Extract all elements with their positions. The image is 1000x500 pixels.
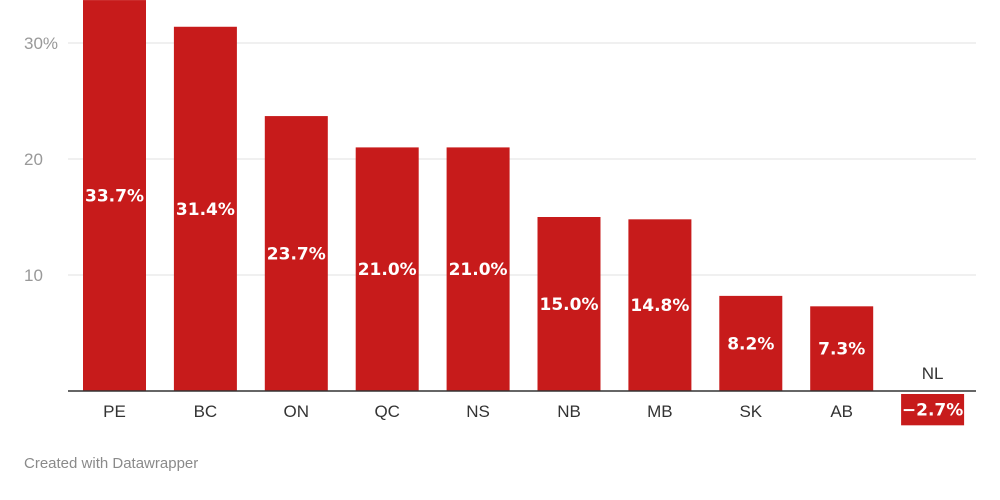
category-label-nl: NL [922, 364, 944, 383]
data-label-bc: 31.4% [176, 200, 235, 220]
category-labels: PE BC ON QC NS NB MB SK AB NL [103, 364, 943, 421]
data-labels: 33.7% 31.4% 23.7% 21.0% 21.0% 15.0% 14.8% 8.2% 7… [85, 187, 963, 421]
bar-pe [83, 0, 146, 392]
bar-nl [901, 394, 965, 426]
bar-qc [355, 147, 419, 391]
category-label-ab: AB [830, 402, 853, 421]
category-label-on: ON [284, 402, 310, 421]
data-label-nl: −2.7% [902, 401, 963, 421]
category-label-pe: PE [103, 402, 126, 421]
bar-on [264, 116, 328, 391]
y-tick-label: 20 [24, 150, 43, 169]
y-tick-label: 10 [24, 266, 43, 285]
category-label-nb: NB [557, 402, 581, 421]
data-label-sk: 8.2% [727, 334, 774, 354]
data-label-pe: 33.7% [85, 187, 144, 207]
data-label-mb: 14.8% [630, 296, 689, 316]
category-label-mb: MB [647, 402, 673, 421]
bars [83, 0, 965, 426]
y-axis-ticks: 10 20 30% [24, 34, 58, 285]
bar-mb [628, 219, 692, 391]
bar-ns [446, 147, 510, 391]
y-tick-label: 30% [24, 34, 58, 53]
bar-sk [719, 295, 783, 391]
data-label-ns: 21.0% [449, 260, 508, 280]
data-label-ab: 7.3% [818, 340, 865, 360]
footer-credit: Created with Datawrapper [24, 455, 199, 472]
category-label-bc: BC [194, 402, 218, 421]
category-label-ns: NS [466, 402, 490, 421]
data-label-nb: 15.0% [540, 295, 599, 315]
data-label-qc: 21.0% [358, 260, 417, 280]
bar-bc [173, 26, 237, 391]
category-label-sk: SK [739, 402, 762, 421]
bar-nb [537, 217, 601, 391]
bar-ab [810, 306, 874, 391]
category-label-qc: QC [374, 402, 400, 421]
data-label-on: 23.7% [267, 245, 326, 265]
